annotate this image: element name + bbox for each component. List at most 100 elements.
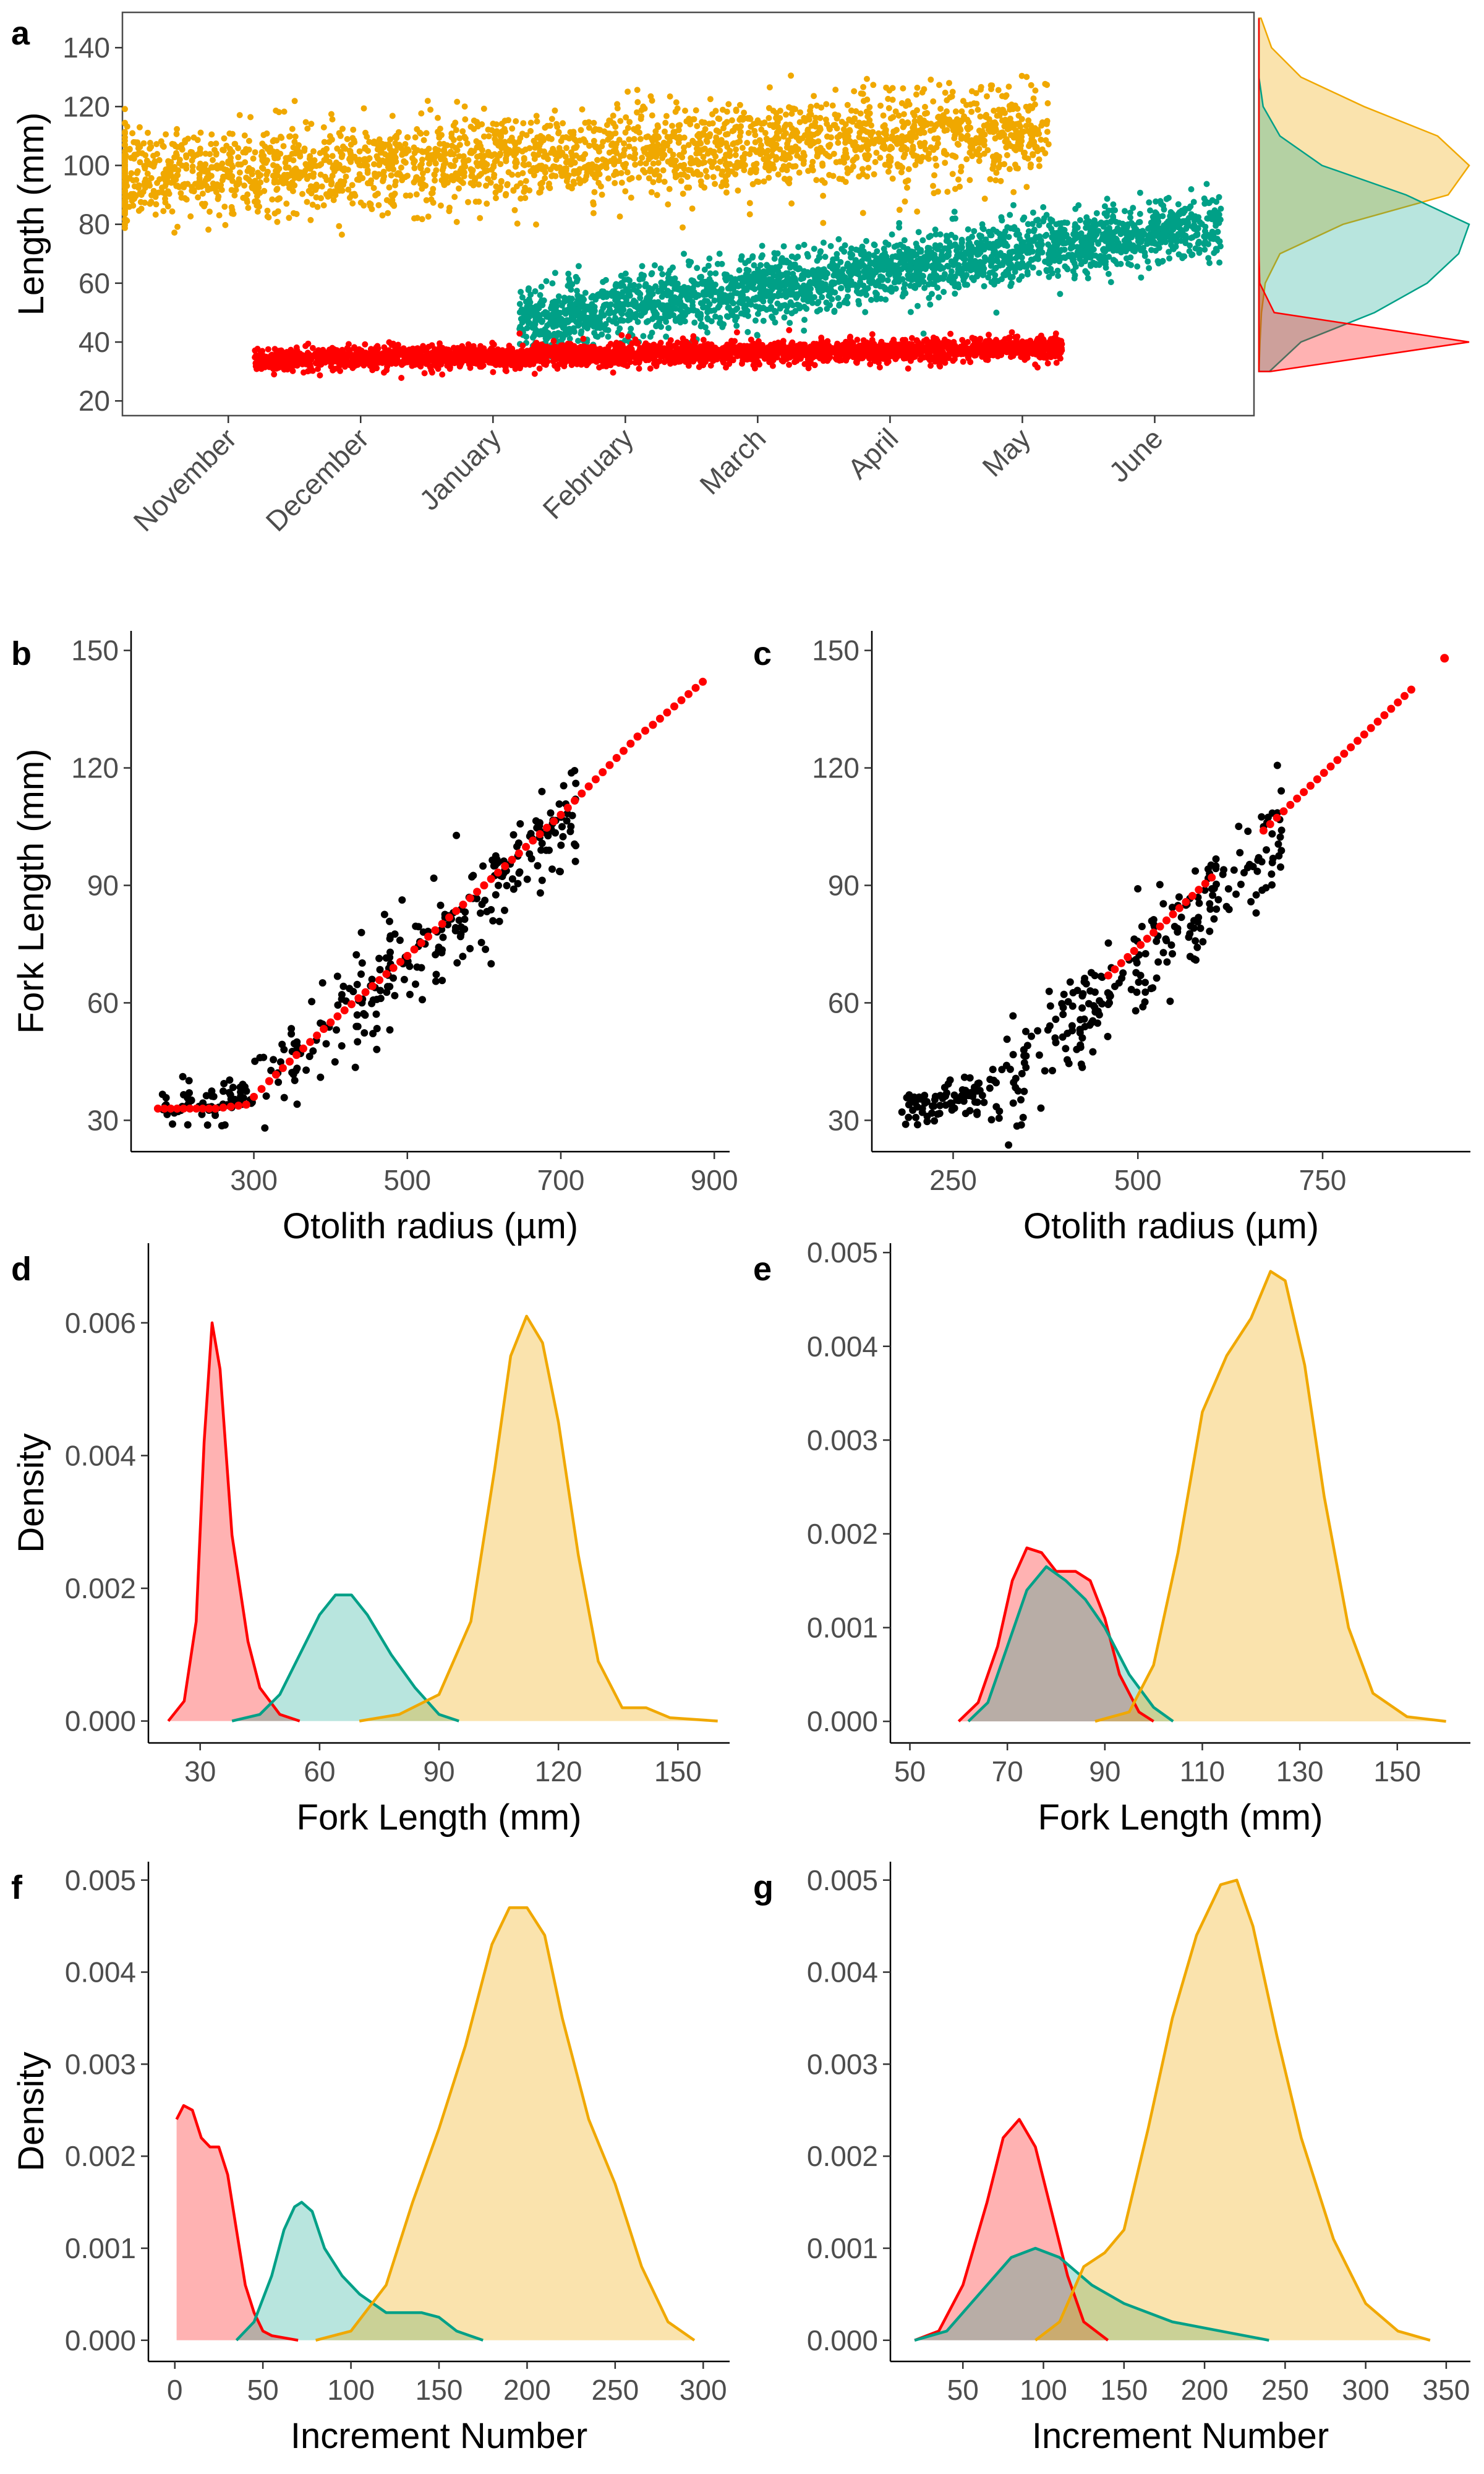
data-point-yellow bbox=[424, 167, 431, 174]
data-point-yellow bbox=[1000, 132, 1007, 139]
data-point-yellow bbox=[436, 132, 443, 139]
data-point-yellow bbox=[232, 140, 239, 147]
data-point-yellow bbox=[488, 152, 495, 158]
data-point-yellow bbox=[1034, 131, 1041, 137]
data-point-green bbox=[772, 319, 778, 326]
data-point-green bbox=[694, 265, 701, 272]
data-point-yellow bbox=[435, 114, 441, 121]
data-point-green bbox=[650, 304, 657, 311]
data-point-yellow bbox=[163, 131, 169, 138]
data-point-green bbox=[774, 250, 781, 257]
data-point-yellow bbox=[770, 108, 777, 114]
data-point-yellow bbox=[637, 135, 644, 142]
data-point-green bbox=[820, 239, 827, 246]
data-point-yellow bbox=[1004, 152, 1010, 158]
data-point-green bbox=[538, 283, 545, 290]
data-point-yellow bbox=[621, 140, 628, 147]
data-point-yellow bbox=[989, 153, 996, 160]
data-point-yellow bbox=[704, 150, 711, 157]
data-point-green bbox=[1041, 215, 1047, 221]
data-point-green bbox=[1018, 254, 1025, 261]
data-point-green bbox=[639, 263, 646, 270]
data-point-green bbox=[1125, 260, 1132, 267]
data-point-yellow bbox=[349, 182, 356, 189]
data-point-yellow bbox=[539, 134, 546, 141]
data-point-yellow bbox=[177, 190, 184, 197]
data-point-green bbox=[979, 272, 986, 278]
data-point-yellow bbox=[318, 183, 325, 190]
data-point-yellow bbox=[1039, 146, 1046, 153]
data-point-green bbox=[1161, 206, 1167, 213]
data-point-yellow bbox=[122, 130, 128, 137]
data-point-yellow bbox=[375, 155, 382, 162]
data-point-yellow bbox=[427, 106, 434, 113]
data-point-green bbox=[1036, 222, 1043, 229]
data-point-green bbox=[790, 302, 796, 309]
data-point-green bbox=[853, 246, 859, 253]
data-point-green bbox=[565, 283, 571, 289]
data-point-yellow bbox=[696, 131, 702, 137]
data-point-yellow bbox=[717, 147, 723, 154]
data-point-yellow bbox=[751, 127, 758, 134]
data-point-yellow bbox=[599, 191, 605, 198]
data-point-yellow bbox=[1043, 121, 1050, 127]
data-point-green bbox=[1209, 214, 1216, 221]
data-point-yellow bbox=[676, 152, 683, 158]
data-point-yellow bbox=[411, 215, 417, 222]
data-point-yellow bbox=[892, 127, 898, 134]
data-point-yellow bbox=[210, 156, 216, 163]
data-point-green bbox=[868, 296, 874, 303]
data-point-yellow bbox=[446, 208, 453, 215]
data-point-yellow bbox=[122, 211, 128, 218]
data-point-green bbox=[1073, 252, 1080, 259]
data-point-green bbox=[1047, 265, 1054, 272]
data-point-green bbox=[1007, 225, 1014, 232]
data-point-yellow bbox=[920, 123, 927, 130]
data-point-green bbox=[829, 296, 835, 302]
data-point-green bbox=[837, 277, 844, 284]
data-point-yellow bbox=[339, 152, 346, 159]
data-point-yellow bbox=[895, 162, 902, 169]
data-point-green bbox=[920, 330, 927, 337]
data-point-green bbox=[792, 284, 799, 291]
data-point-yellow bbox=[372, 140, 378, 147]
data-point-green bbox=[871, 260, 878, 267]
data-point-yellow bbox=[796, 119, 803, 126]
data-point-green bbox=[744, 328, 751, 335]
data-point-yellow bbox=[335, 181, 341, 188]
data-point-yellow bbox=[930, 182, 936, 189]
data-point-yellow bbox=[174, 126, 181, 132]
data-point-yellow bbox=[767, 122, 774, 129]
data-point-green bbox=[1167, 213, 1174, 220]
data-point-yellow bbox=[521, 156, 527, 163]
data-point-green bbox=[773, 278, 779, 285]
data-point-yellow bbox=[541, 148, 547, 155]
data-point-yellow bbox=[733, 146, 740, 153]
data-point-yellow bbox=[166, 161, 173, 168]
data-point-green bbox=[1089, 234, 1096, 241]
data-point-yellow bbox=[943, 151, 950, 158]
data-point-yellow bbox=[733, 106, 740, 113]
data-point-yellow bbox=[553, 156, 560, 163]
data-point-yellow bbox=[917, 158, 924, 165]
data-point-yellow bbox=[252, 178, 258, 184]
data-point-yellow bbox=[632, 161, 639, 168]
data-point-yellow bbox=[714, 165, 721, 171]
data-point-yellow bbox=[538, 185, 545, 192]
data-point-yellow bbox=[958, 108, 965, 115]
data-point-green bbox=[1090, 246, 1097, 253]
data-point-yellow bbox=[503, 152, 510, 159]
data-point-yellow bbox=[709, 111, 715, 118]
data-point-yellow bbox=[927, 144, 934, 151]
data-point-yellow bbox=[826, 171, 833, 178]
data-point-yellow bbox=[591, 119, 597, 126]
data-point-yellow bbox=[667, 93, 673, 100]
data-point-green bbox=[853, 288, 860, 295]
data-point-green bbox=[1146, 265, 1153, 272]
data-point-yellow bbox=[1005, 83, 1012, 90]
data-point-green bbox=[969, 233, 975, 240]
data-point-yellow bbox=[418, 161, 425, 168]
data-point-green bbox=[1040, 204, 1047, 210]
data-point-yellow bbox=[631, 146, 638, 153]
data-point-yellow bbox=[994, 113, 1000, 119]
